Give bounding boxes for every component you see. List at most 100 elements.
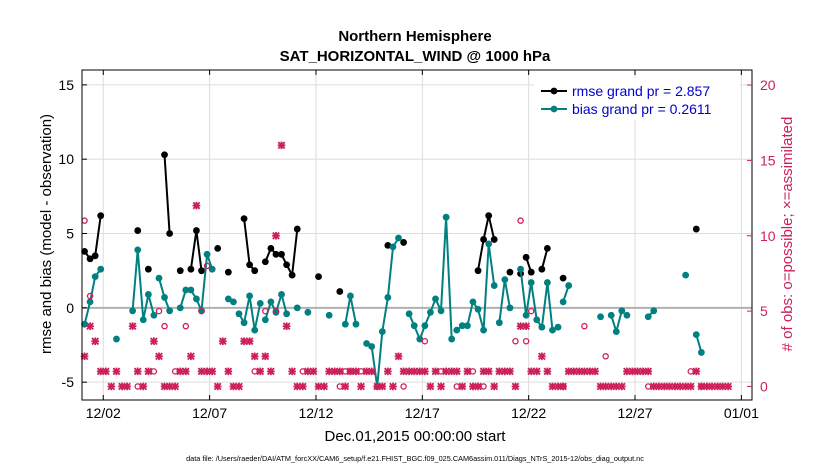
rmse-point [251,267,259,275]
bias-point [246,292,254,300]
bias-point [224,295,232,303]
rmse-point [474,267,482,275]
bias-point [453,326,461,334]
bias-point [559,298,567,306]
obs-assimilated-marker [506,367,514,376]
bias-point [682,271,690,279]
bias-point [261,316,269,324]
bias-point [527,279,535,286]
obs-possible-marker [512,337,519,345]
bias-point [538,323,546,331]
obs-assimilated-marker [532,367,541,376]
obs-possible-marker [527,307,535,315]
rmse-point [522,253,530,261]
rmse-line [540,248,549,270]
obs-possible-marker [469,368,477,375]
obs-possible-marker [581,322,588,330]
obs-possible-marker [602,353,609,360]
series-layer [81,151,705,391]
obs-assimilated-marker [298,382,307,391]
bias-point [597,313,604,321]
plot-frame [81,69,753,401]
legend-rmse-label: rmse grand pr = 2.857 [572,83,710,99]
obs-assimilated-marker [484,367,493,376]
bias-point [501,276,509,283]
bias-point [410,322,418,330]
x-tick-label: 12/07 [192,405,227,421]
obs-possible-marker [251,368,258,375]
obs-possible-marker [453,383,461,390]
obs-possible-marker [357,368,365,375]
bias-point [352,320,360,328]
obs-possible-marker [272,307,280,315]
obs-assimilated-marker [150,337,158,346]
bias-point [437,307,445,315]
obs-assimilated-marker [218,337,227,346]
obs-possible-marker [155,307,163,315]
obs-possible-marker [203,262,211,270]
obs-assimilated-marker [213,382,222,391]
bias-point [395,234,402,242]
bias-point [543,279,551,286]
rmse-point [81,247,88,255]
rmse-point [278,250,285,258]
obs-assimilated-marker [538,352,546,361]
rmse-point [240,215,248,223]
obs-assimilated-marker [309,367,318,376]
obs-assimilated-marker [224,367,233,376]
obs-assimilated-marker [724,382,733,391]
rmse-point [490,236,498,243]
bias-point [150,311,158,319]
obs-assimilated-marker [267,367,275,376]
bias-point [464,322,471,330]
legend-rmse-marker [550,87,558,95]
obs-assimilated-marker [171,382,179,391]
obs-possible-marker [421,337,429,345]
obs-assimilated-marker [352,367,360,376]
bias-point [389,243,397,251]
obs-possible-marker [644,383,652,390]
bias-point [182,286,190,294]
rmse-point [86,255,94,263]
obs-possible-marker [347,368,354,375]
bias-point [427,308,434,316]
bias-point [607,311,615,319]
obs-assimilated-marker [208,367,217,376]
bias-point [384,294,392,301]
obs-assimilated-marker [490,382,499,391]
x-axis-label: Dec.01,2015 00:00:00 start [325,428,507,445]
bias-point [644,313,652,321]
obs-assimilated-marker [421,367,429,376]
rmse-point [134,227,142,234]
obs-possible-marker [687,368,694,375]
obs-assimilated-marker [320,382,328,391]
obs-possible-marker [437,368,445,375]
bias-point [458,322,466,330]
y2-tick-label: 0 [760,378,768,394]
rmse-point [315,273,322,281]
bias-point [549,326,556,334]
legend-box [534,78,740,120]
rmse-point [336,288,344,295]
obs-possible-marker [150,368,158,375]
x-tick-label: 12/12 [298,405,333,421]
bias-point [416,335,424,343]
obs-possible-marker [480,383,487,390]
bias-point [697,349,705,356]
bias-line [131,249,155,320]
obs-assimilated-marker [437,382,445,391]
obs-assimilated-marker [543,367,552,376]
bias-point [187,286,195,294]
obs-assimilated-marker [341,382,350,391]
rmse-point [166,230,174,237]
bias-point [565,282,573,289]
bias-point [86,298,94,306]
y-tick-label: 0 [66,300,74,316]
bias-point [129,307,137,315]
obs-assimilated-marker [133,367,142,376]
bias-point [113,335,120,343]
bias-point [139,316,147,324]
rmse-point [187,265,195,273]
bias-point [623,311,631,319]
obs-assimilated-marker [181,367,190,376]
